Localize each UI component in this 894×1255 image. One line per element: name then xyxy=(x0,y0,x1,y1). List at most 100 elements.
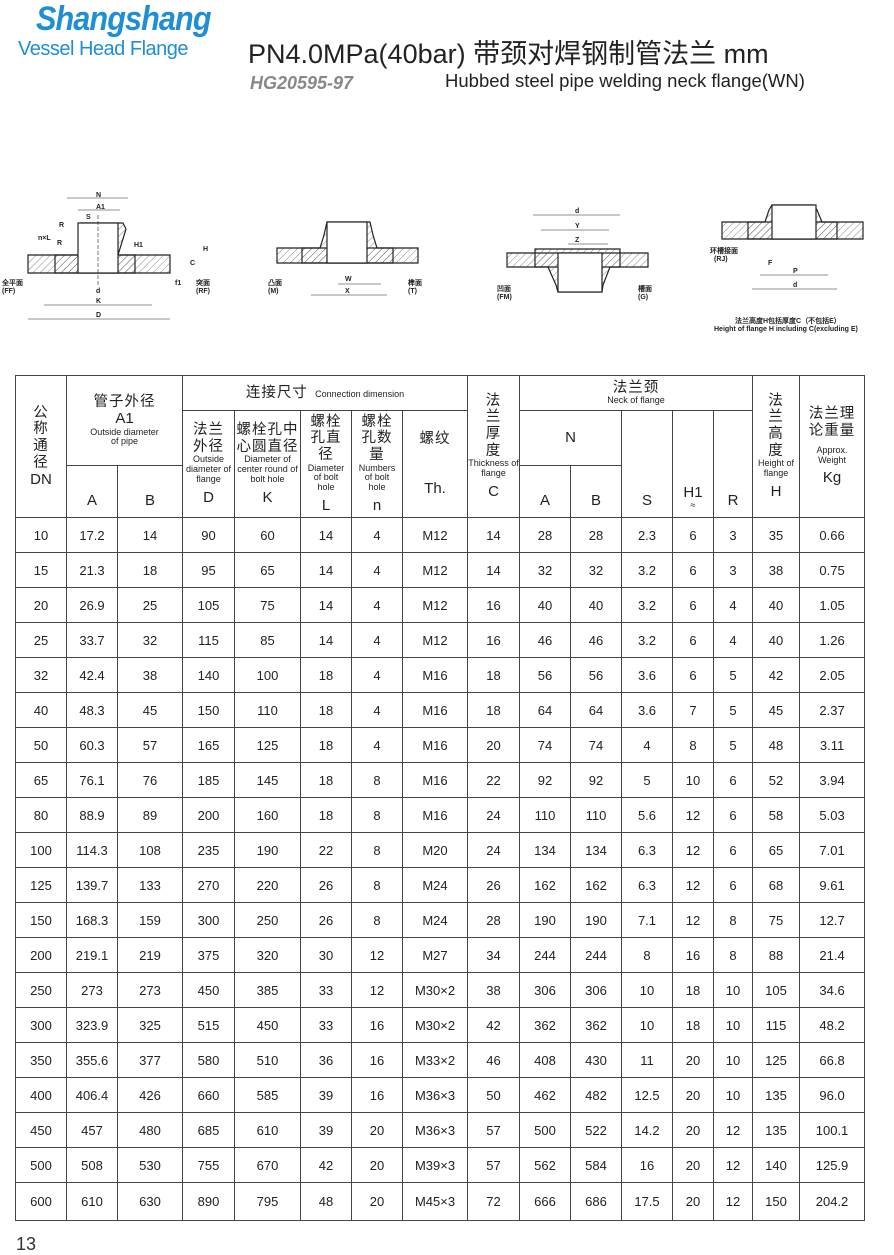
page-number: 13 xyxy=(16,1234,37,1254)
table-cell: 20 xyxy=(351,1112,403,1148)
table-cell: 4 xyxy=(712,622,754,658)
table-cell: 168.3 xyxy=(66,902,118,938)
table-cell: 11 xyxy=(621,1042,673,1078)
table-cell: 450 xyxy=(234,1007,301,1043)
table-cell: M33×2 xyxy=(402,1042,468,1078)
header-text: D xyxy=(203,488,214,506)
header-text: Th. xyxy=(424,479,446,497)
table-cell: 66.8 xyxy=(799,1042,866,1078)
table-cell: 75 xyxy=(752,902,801,938)
table-cell: 38 xyxy=(467,972,520,1008)
table-row: 600 610 630 890 795 48 20 M45×3 72 666 686 17.5 20 12… xyxy=(15,1182,866,1221)
header-text: Diameter of center round of bolt hole xyxy=(237,454,298,484)
table-cell: 375 xyxy=(182,937,235,973)
table-cell: 6.3 xyxy=(621,867,673,903)
col-connection: 连接尺寸 Connection dimension xyxy=(182,375,468,411)
table-cell: 10 xyxy=(672,762,714,798)
label-y: Y xyxy=(575,223,580,230)
table-cell: 406.4 xyxy=(66,1077,118,1113)
table-cell: 145 xyxy=(234,762,301,798)
table-cell: 300 xyxy=(15,1007,67,1043)
header-text: 螺纹 xyxy=(419,431,451,448)
table-cell: 160 xyxy=(234,797,301,833)
header-text: 螺栓孔中心圆直径 xyxy=(236,421,299,455)
table-cell: 33.7 xyxy=(66,622,118,658)
table-cell: 8 xyxy=(351,867,403,903)
table-cell: 16 xyxy=(672,937,714,973)
table-cell: 25 xyxy=(15,622,67,658)
header-text: Diameter of bolt hole xyxy=(307,462,345,493)
table-cell: 250 xyxy=(15,972,67,1008)
table-cell: 134 xyxy=(570,832,622,868)
table-cell: 50 xyxy=(467,1077,520,1113)
table-cell: 21.3 xyxy=(66,552,118,588)
table-cell: 40 xyxy=(752,587,801,623)
face-rj: 环槽接面 xyxy=(710,246,738,255)
table-cell: 3.6 xyxy=(621,692,673,728)
table-cell: 20 xyxy=(672,1147,714,1183)
table-cell: 350 xyxy=(15,1042,67,1078)
table-cell: 10 xyxy=(15,517,67,553)
table-cell: 14.2 xyxy=(621,1112,673,1148)
table-cell: 300 xyxy=(182,902,235,938)
table-cell: 150 xyxy=(15,902,67,938)
table-cell: 46 xyxy=(467,1042,520,1078)
table-cell: 8 xyxy=(621,937,673,973)
col-h1: H1 ≈ xyxy=(672,410,714,518)
col-k: 螺栓孔中心圆直径 Diameter of center round of bolt… xyxy=(234,410,301,518)
table-cell: 42 xyxy=(467,1007,520,1043)
table-cell: 3.2 xyxy=(621,587,673,623)
table-cell: 12 xyxy=(672,797,714,833)
table-row: 200 219.1 219 375 320 30 12 M27 34 244 244 8 16 8 88 21… xyxy=(15,937,866,973)
table-cell: 562 xyxy=(519,1147,571,1183)
standard-code: HG20595-97 xyxy=(250,73,354,93)
table-row: 40 48.3 45 150 110 18 4 M16 18 64 64 3.6 7 5 45 2.37 xyxy=(15,692,866,728)
table-cell: 18 xyxy=(117,552,183,588)
table-cell: 88.9 xyxy=(66,797,118,833)
table-cell: 6 xyxy=(672,552,714,588)
table-cell: 18 xyxy=(672,1007,714,1043)
table-cell: 6 xyxy=(672,517,714,553)
table-cell: M16 xyxy=(402,727,468,763)
table-cell: 16 xyxy=(467,622,520,658)
table-cell: 20 xyxy=(467,727,520,763)
table-cell: 18 xyxy=(300,692,352,728)
table-cell: 204.2 xyxy=(799,1182,866,1221)
header-text: H1 xyxy=(683,483,703,501)
table-row: 350 355.6 377 580 510 36 16 M33×2 46 408 430 11 20 10… xyxy=(15,1042,866,1078)
table-cell: 95 xyxy=(182,552,235,588)
label-fm-d: d xyxy=(575,208,579,215)
table-cell: 16 xyxy=(621,1147,673,1183)
table-cell: 135 xyxy=(752,1112,801,1148)
table-cell: 32 xyxy=(570,552,622,588)
table-cell: 4 xyxy=(712,587,754,623)
table-cell: 12.5 xyxy=(621,1077,673,1113)
table-cell: 45 xyxy=(752,692,801,728)
header-text: DN xyxy=(30,471,52,489)
table-cell: 190 xyxy=(519,902,571,938)
table-cell: 35 xyxy=(752,517,801,553)
table-cell: 162 xyxy=(519,867,571,903)
table-cell: 56 xyxy=(570,657,622,693)
table-cell: 100 xyxy=(234,657,301,693)
table-cell: 14 xyxy=(300,587,352,623)
table-cell: 306 xyxy=(570,972,622,1008)
table-cell: 75 xyxy=(234,587,301,623)
header-text: L xyxy=(321,497,331,515)
face-t: 榫面 xyxy=(408,278,422,287)
col-neck-a: A xyxy=(519,465,571,518)
header-text: Height of flange xyxy=(758,458,795,479)
table-cell: 795 xyxy=(234,1182,301,1221)
page-title: PN4.0MPa(40bar) 带颈对焊钢制管法兰 mm xyxy=(248,39,769,69)
table-cell: 165 xyxy=(182,727,235,763)
table-row: 20 26.9 25 105 75 14 4 M12 16 40 40 3.2 6 4 40 1.05 xyxy=(15,587,866,623)
rj-note-en: Height of flange H including C(excluding… xyxy=(714,326,858,333)
col-neck-b: B xyxy=(570,465,622,518)
table-cell: 42 xyxy=(752,657,801,693)
table-cell: 30 xyxy=(300,937,352,973)
table-cell: 10 xyxy=(712,1077,754,1113)
table-cell: 68 xyxy=(752,867,801,903)
table-cell: 8 xyxy=(351,832,403,868)
table-cell: 3.6 xyxy=(621,657,673,693)
header-text: ≈ xyxy=(690,500,696,511)
